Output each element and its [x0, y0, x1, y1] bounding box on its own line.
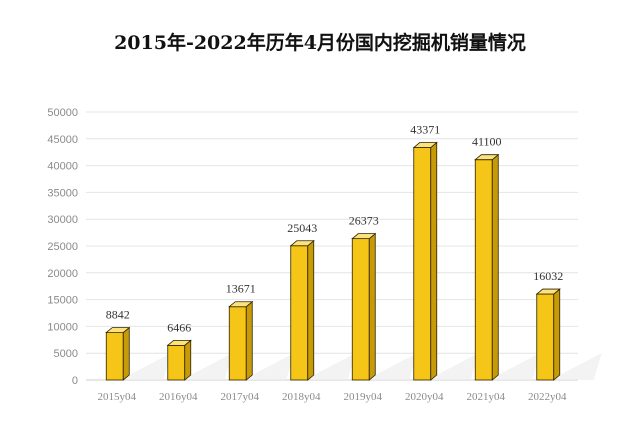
- bar-shadow: [492, 353, 541, 380]
- bar-side: [184, 339, 192, 381]
- bar: [290, 245, 309, 381]
- bars: [105, 141, 561, 381]
- x-tick-label: 2018y04: [282, 391, 321, 403]
- bar-shadow: [307, 353, 356, 380]
- bar-shadow: [369, 353, 418, 380]
- y-tick-label: 15000: [47, 295, 78, 307]
- data-label: 43371: [410, 123, 440, 137]
- bar-side: [368, 232, 376, 381]
- x-tick-label: 2015y04: [98, 391, 137, 403]
- y-tick-label: 40000: [47, 161, 78, 173]
- bar-side: [245, 300, 253, 381]
- chart-title: 2015年-2022年历年4月份国内挖掘机销量情况: [114, 32, 526, 54]
- y-tick-label: 20000: [47, 268, 78, 280]
- x-tick-label: 2022y04: [528, 391, 567, 403]
- y-tick-label: 50000: [47, 107, 78, 119]
- bar-shadow: [553, 353, 602, 380]
- y-tick-label: 35000: [47, 187, 78, 199]
- bar: [167, 344, 186, 381]
- bar-top: [412, 142, 438, 148]
- x-tick-label: 2017y04: [221, 391, 260, 403]
- y-tick-label: 30000: [47, 214, 78, 226]
- bar-shadow: [123, 353, 172, 380]
- data-label: 13671: [226, 282, 256, 296]
- y-axis-tick-labels: 0 5000 10000 15000 20000 25000 30000 35000 40000…: [47, 107, 78, 387]
- bar-top: [228, 301, 254, 308]
- bar-side: [430, 141, 438, 381]
- data-label: 26373: [349, 214, 379, 228]
- bar-top: [105, 327, 131, 334]
- bar: [228, 306, 247, 381]
- bar: [413, 147, 432, 381]
- x-tick-label: 2020y04: [405, 391, 444, 403]
- bar-side: [491, 153, 499, 381]
- bar-shadow: [246, 353, 295, 380]
- x-axis-tick-labels: 2015y04 2016y04 2017y04 2018y04 2019y04 2020y…: [98, 391, 568, 403]
- data-label: 6466: [167, 320, 191, 334]
- data-label: 41100: [472, 135, 502, 149]
- y-tick-label: 25000: [47, 241, 78, 253]
- bar-side: [553, 288, 561, 381]
- data-label: 16032: [533, 269, 563, 283]
- bar-shadows: [123, 353, 602, 380]
- grid-lines: [86, 111, 578, 381]
- bar-top: [289, 240, 315, 247]
- bar-shadow: [430, 353, 479, 380]
- x-tick-label: 2019y04: [344, 391, 383, 403]
- bar: [105, 332, 124, 381]
- bar-top: [535, 288, 561, 295]
- bar-side: [122, 326, 130, 381]
- x-tick-label: 2016y04: [159, 391, 198, 403]
- bar-side: [307, 239, 315, 381]
- bar: [351, 238, 370, 381]
- data-label: 8842: [106, 308, 130, 322]
- bar-top: [166, 339, 192, 346]
- y-tick-label: 10000: [47, 321, 78, 333]
- bar-shadow: [184, 353, 233, 380]
- bar: [474, 159, 493, 381]
- y-tick-label: 0: [72, 375, 78, 387]
- data-labels: 8842 6466 13671 25043 26373 43371 41100 16032: [106, 123, 564, 335]
- bar-top: [351, 233, 377, 240]
- bar: [536, 293, 555, 381]
- y-tick-label: 45000: [47, 134, 78, 146]
- y-tick-label: 5000: [54, 348, 78, 360]
- bar-top: [474, 154, 500, 161]
- data-label: 25043: [287, 221, 317, 235]
- x-tick-label: 2021y04: [467, 391, 506, 403]
